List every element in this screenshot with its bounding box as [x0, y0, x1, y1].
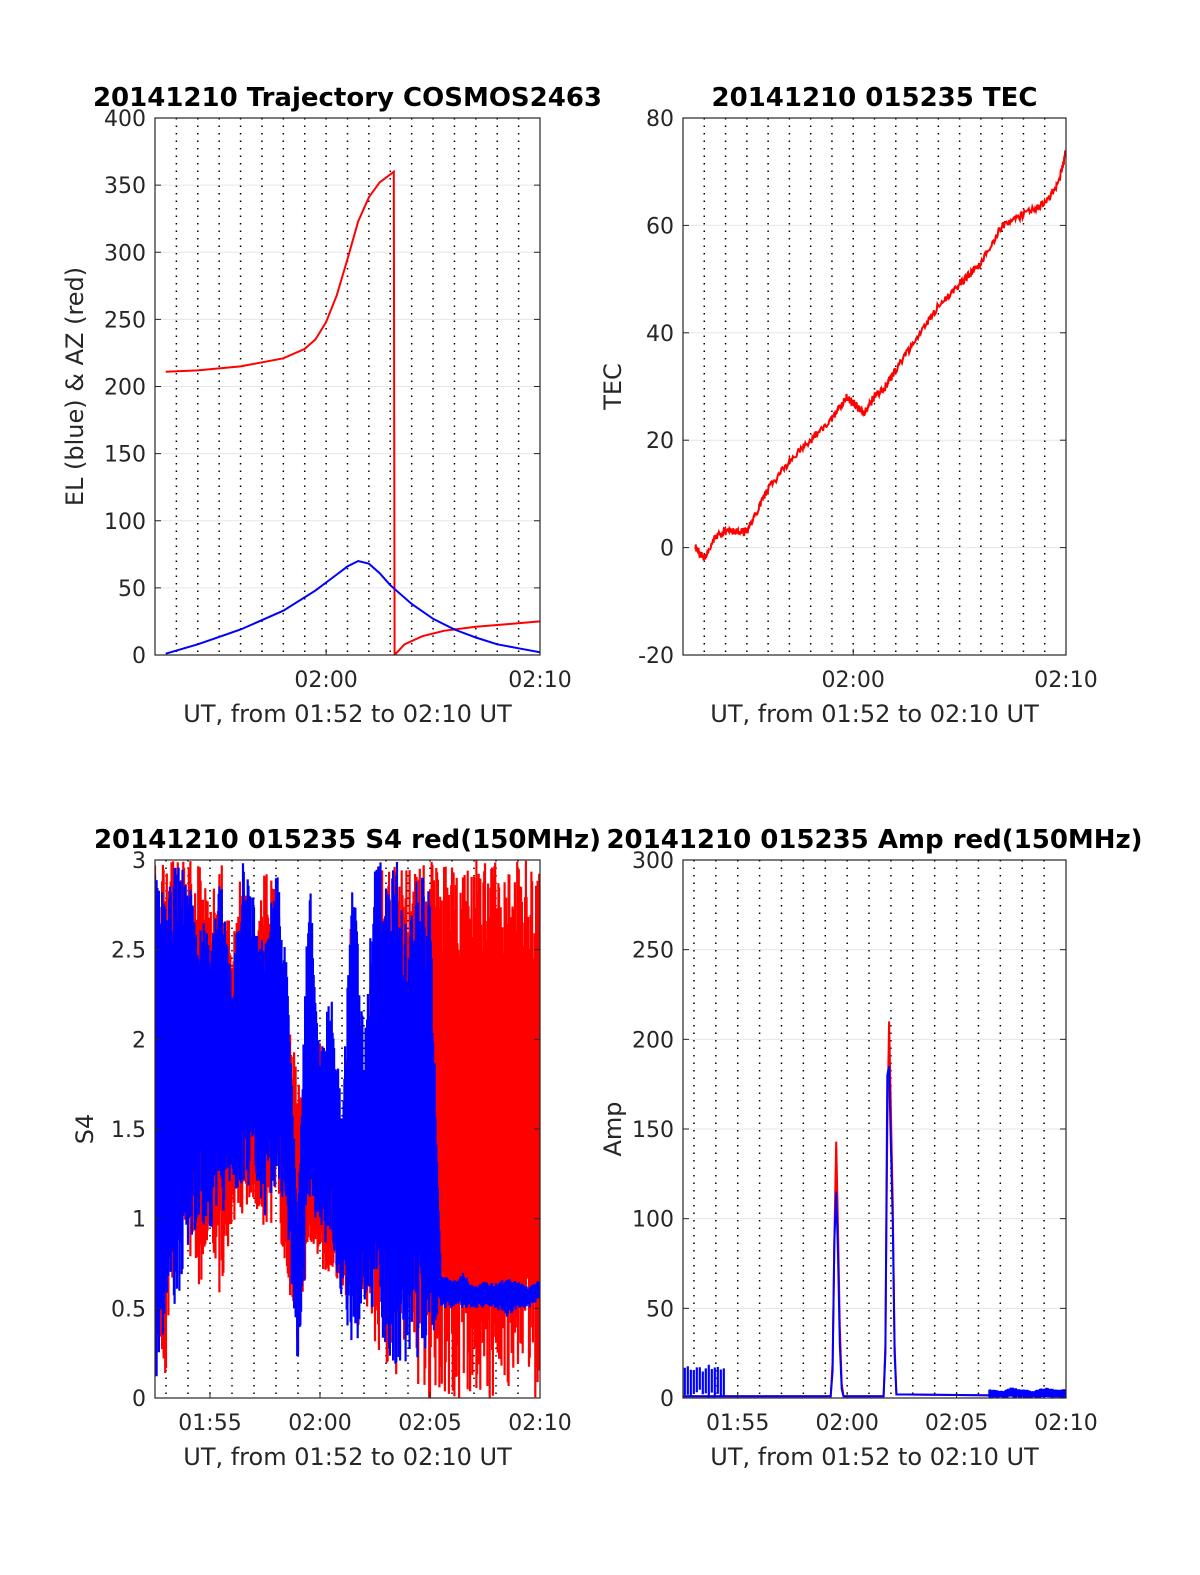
x-tick-label: 02:00 — [288, 1411, 351, 1436]
y-tick-label: 150 — [104, 443, 146, 468]
y-tick-label: 20 — [646, 429, 674, 454]
y-tick-label: 250 — [104, 308, 146, 333]
y-tick-label: 60 — [646, 214, 674, 239]
axes-box — [682, 117, 1067, 656]
x-tick-label: 02:00 — [294, 668, 357, 693]
plot-area — [683, 1021, 1066, 1398]
x-tick-label: 01:55 — [706, 1411, 769, 1436]
x-tick-label: 02:10 — [508, 668, 571, 693]
x-tick-label: 02:05 — [925, 1411, 988, 1436]
y-tick-label: 250 — [632, 939, 674, 964]
y-tick-label: 150 — [632, 1118, 674, 1143]
x-axis-label: UT, from 01:52 to 02:10 UT — [183, 1443, 512, 1471]
x-axis-label: UT, from 01:52 to 02:10 UT — [183, 700, 512, 728]
y-tick-label: 1 — [132, 1208, 146, 1233]
y-tick-label: 0 — [132, 644, 146, 669]
y-tick-label: -20 — [638, 644, 674, 669]
y-tick-label: 1.5 — [111, 1118, 146, 1143]
series-line — [165, 559, 540, 655]
x-tick-label: 02:00 — [815, 1411, 878, 1436]
chart-title: 20141210 015235 S4 red(150MHz) — [94, 825, 601, 855]
y-tick-label: 50 — [646, 1297, 674, 1322]
x-tick-label: 01:55 — [178, 1411, 241, 1436]
x-tick-label: 02:10 — [508, 1411, 571, 1436]
y-tick-label: 200 — [632, 1028, 674, 1053]
chart-3: 0 0.5 1 1.5 2 2.5 3 01:55 02:00 02:05 02:10 2014121… — [71, 825, 601, 1471]
y-tick-label: 2.5 — [111, 939, 146, 964]
y-axis-label: S4 — [71, 1114, 99, 1145]
y-tick-label: 3 — [132, 849, 146, 874]
y-tick-label: 0 — [660, 1387, 674, 1412]
x-tick-label: 02:00 — [822, 668, 885, 693]
y-tick-label: 0 — [132, 1387, 146, 1412]
chart-1: 0 50 100 150 200 250 300 350 400 02:00 02:10 201412… — [61, 83, 602, 728]
series-band — [988, 1387, 1066, 1398]
y-tick-label: 200 — [104, 376, 146, 401]
series-band — [155, 862, 540, 1377]
chart-title: 20141210 015235 TEC — [712, 83, 1038, 113]
series-line — [683, 1066, 1066, 1398]
y-axis-label: TEC — [599, 363, 627, 411]
x-tick-label: 02:10 — [1034, 668, 1097, 693]
y-tick-label: 350 — [104, 174, 146, 199]
series-band — [683, 1364, 725, 1398]
x-axis-label: UT, from 01:52 to 02:10 UT — [710, 1443, 1039, 1471]
plot-area — [165, 169, 540, 655]
chart-4: 0 50 100 150 200 250 300 01:55 02:00 02:05 02:10 20… — [599, 825, 1143, 1471]
series-line — [165, 169, 540, 655]
x-tick-label: 02:05 — [398, 1411, 461, 1436]
y-axis-label: Amp — [599, 1101, 627, 1156]
chart-2: -20 0 20 40 60 80 02:00 02:10 20141210 015235 TE… — [599, 83, 1098, 728]
y-tick-label: 80 — [646, 107, 674, 132]
y-tick-label: 2 — [132, 1028, 146, 1053]
x-tick-label: 02:10 — [1034, 1411, 1097, 1436]
y-axis-label: EL (blue) & AZ (red) — [61, 267, 89, 506]
series-line — [694, 149, 1066, 561]
chart-title: 20141210 015235 Amp red(150MHz) — [606, 825, 1142, 855]
y-tick-label: 100 — [104, 510, 146, 535]
y-tick-label: 0 — [660, 537, 674, 562]
plot-area — [155, 860, 540, 1398]
chart-title: 20141210 Trajectory COSMOS2463 — [93, 83, 602, 113]
y-tick-label: 0.5 — [111, 1297, 146, 1322]
y-tick-label: 300 — [632, 849, 674, 874]
y-tick-label: 300 — [104, 241, 146, 266]
y-tick-label: 400 — [104, 107, 146, 132]
y-tick-label: 40 — [646, 322, 674, 347]
x-axis-label: UT, from 01:52 to 02:10 UT — [710, 700, 1039, 728]
series-line — [683, 1021, 1066, 1398]
y-tick-label: 50 — [118, 577, 146, 602]
y-tick-label: 100 — [632, 1208, 674, 1233]
plot-area — [694, 149, 1066, 561]
